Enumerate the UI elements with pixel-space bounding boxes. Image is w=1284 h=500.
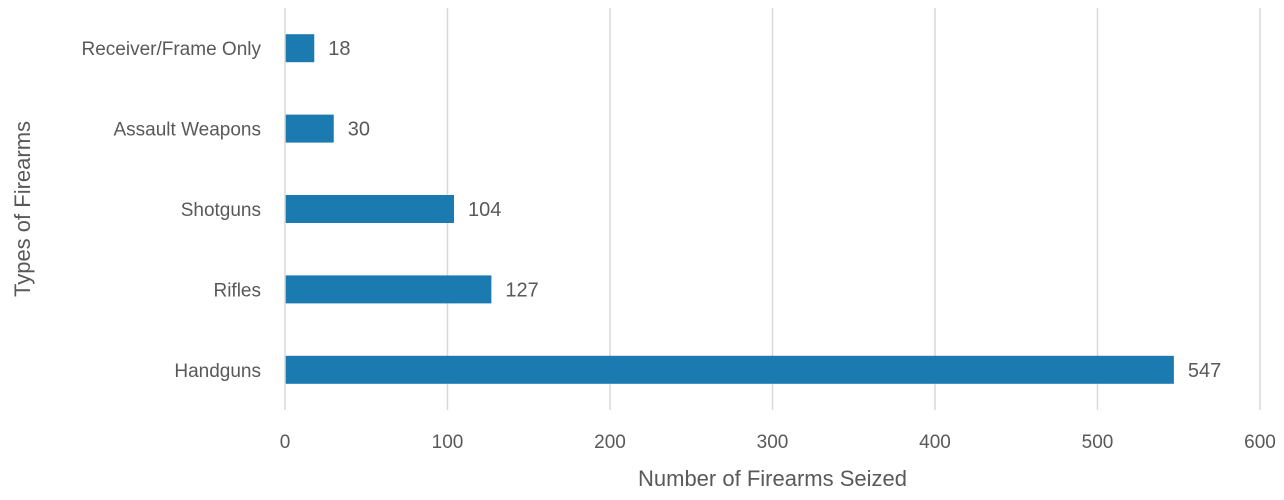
x-tick-label-200: 200 <box>594 432 626 453</box>
data-label-assault-weapons: 30 <box>348 119 370 141</box>
bar-assault-weapons <box>285 114 334 143</box>
bar-receiver-frame-only <box>285 34 315 63</box>
x-tick-label-500: 500 <box>1082 432 1114 453</box>
x-tick-label-100: 100 <box>432 432 464 453</box>
data-label-rifles: 127 <box>505 279 538 301</box>
data-label-shotguns: 104 <box>468 199 501 221</box>
data-label-handguns: 547 <box>1188 360 1221 382</box>
x-tick-label-600: 600 <box>1244 432 1276 453</box>
category-label-handguns: Handguns <box>174 361 261 382</box>
x-tick-label-0: 0 <box>280 432 291 453</box>
data-label-receiver-frame-only: 18 <box>328 38 350 60</box>
x-tick-label-400: 400 <box>919 432 951 453</box>
y-axis-title: Types of Firearms <box>10 121 35 297</box>
bar-handguns <box>285 355 1174 384</box>
bar-shotguns <box>285 195 454 223</box>
x-axis-title: Number of Firearms Seized <box>638 466 907 491</box>
x-tick-labels: 0 100 200 300 400 500 600 <box>280 432 1276 453</box>
category-label-receiver-frame-only: Receiver/Frame Only <box>82 39 262 60</box>
category-label-shotguns: Shotguns <box>181 200 261 221</box>
x-tick-label-300: 300 <box>757 432 789 453</box>
bars <box>285 34 1174 384</box>
category-label-assault-weapons: Assault Weapons <box>113 120 261 141</box>
category-labels: Receiver/Frame Only Assault Weapons Shotgu… <box>82 39 262 382</box>
bar-rifles <box>285 275 492 304</box>
gridlines <box>446 8 1261 410</box>
category-label-rifles: Rifles <box>213 280 261 301</box>
data-labels: 18 30 104 127 547 <box>328 38 1221 382</box>
